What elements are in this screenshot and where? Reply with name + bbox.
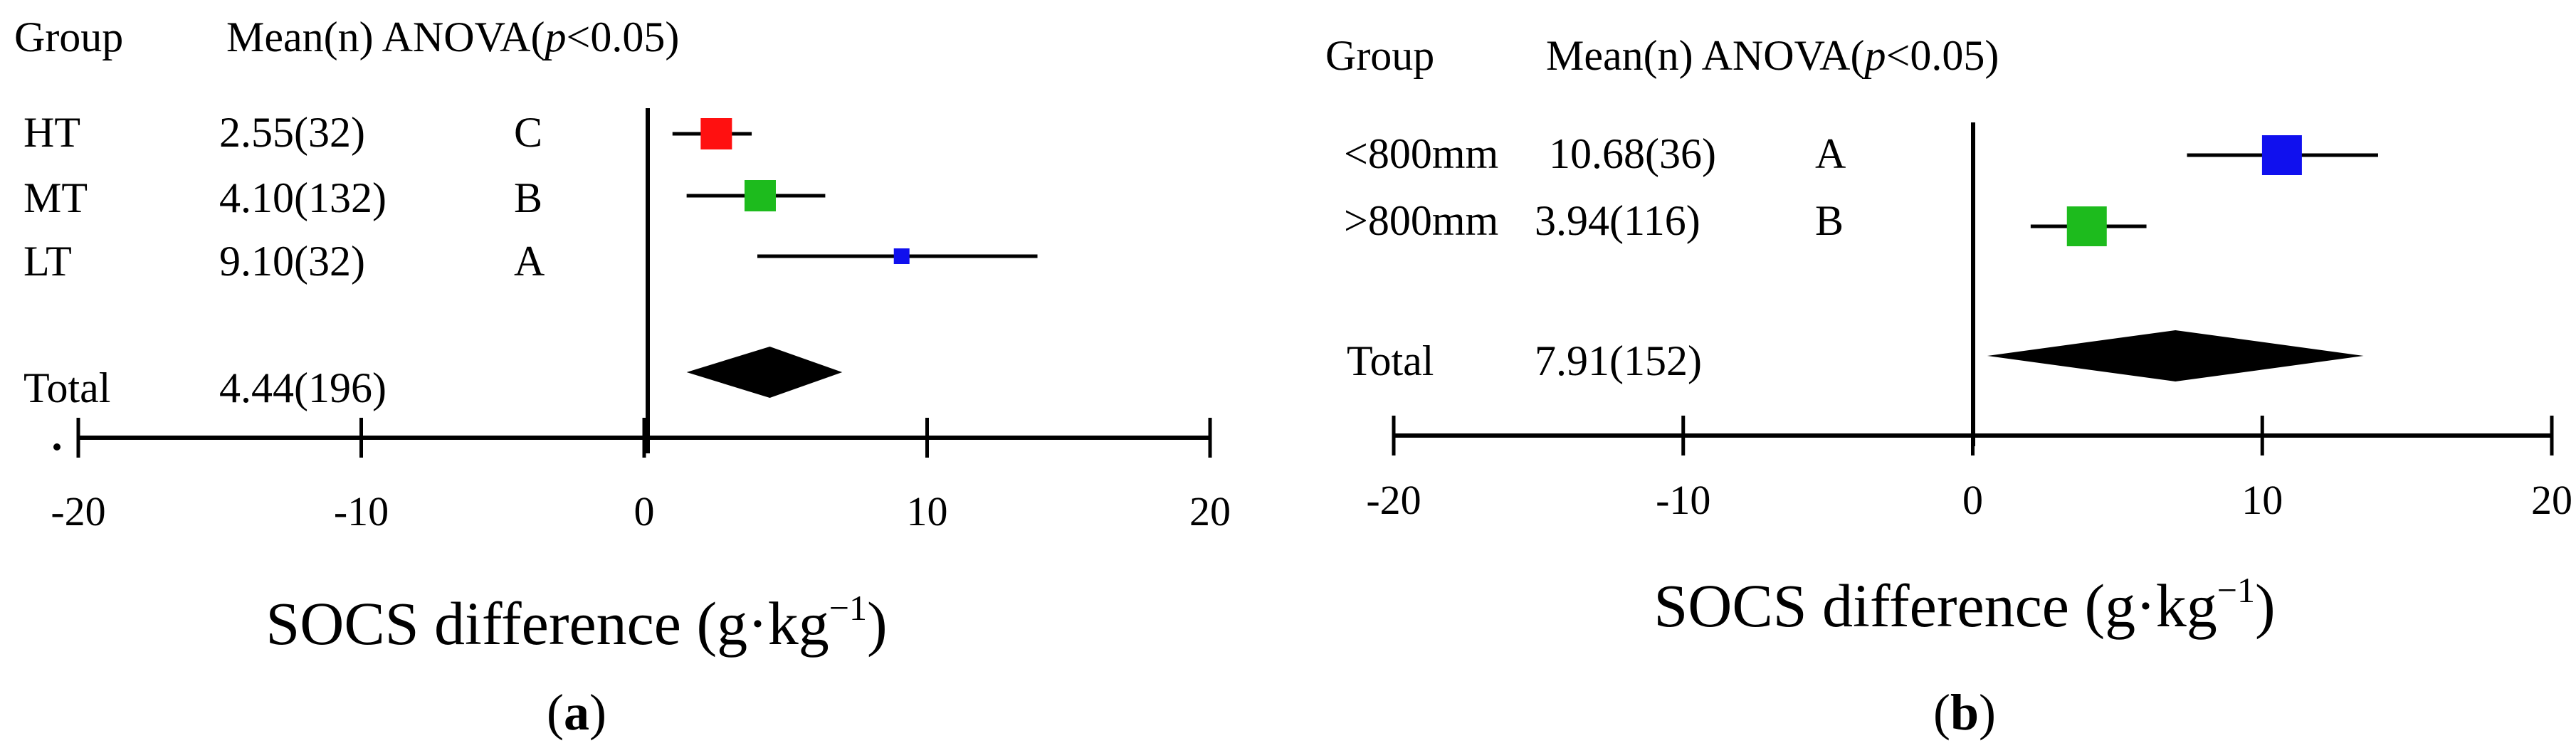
row-anova-letter: A (1815, 130, 1846, 177)
panel-label-b: (b) (1933, 684, 1996, 741)
header-mean: Mean(n) (226, 14, 374, 60)
row-group-label: >800mm (1344, 197, 1498, 244)
x-axis-label: SOCS difference (g·kg−1) (266, 588, 887, 658)
row-group-label: HT (23, 109, 80, 156)
row-group-label: LT (23, 238, 72, 285)
total-diamond (1987, 330, 2364, 381)
header-anova-p: p (542, 14, 566, 60)
point-estimate-square (744, 180, 776, 211)
x-tick-label: 20 (2531, 477, 2572, 523)
plot-marks (672, 118, 1038, 398)
row-anova-letter: B (514, 174, 542, 221)
total-label: Total (1347, 337, 1434, 384)
x-tick-label: 10 (907, 488, 948, 534)
x-axis-ticks: -20 -10 0 10 20 (51, 418, 1231, 534)
x-axis-label-sup: −1 (829, 588, 867, 628)
header-anova-prefix: ANOVA( (1702, 32, 1865, 79)
x-tick-label: 0 (1962, 477, 1983, 523)
x-tick-label: -20 (1366, 477, 1421, 523)
row-anova-letter: B (1815, 197, 1844, 244)
plot-marks (1987, 135, 2378, 381)
panel-a: Group Mean(n) ANOVA(p<0.05) HT 2.55(32) C… (14, 14, 1231, 741)
row-group-label: MT (23, 174, 88, 221)
header-anova-suffix: <0.05) (566, 14, 679, 60)
panel-label-a: (a) (547, 684, 606, 741)
header-anova-p: p (1861, 32, 1886, 79)
row-mean-label: 4.10(132) (219, 174, 387, 221)
header-anova-suffix: <0.05) (1886, 32, 1999, 79)
x-axis-label-sup: −1 (2217, 570, 2255, 610)
header-mean: Mean(n) (1546, 32, 1693, 79)
point-estimate-square (2261, 135, 2302, 175)
row-mean-label: 2.55(32) (219, 109, 365, 156)
x-axis-label: SOCS difference (g·kg−1) (1654, 570, 2275, 640)
row-anova-letter: C (514, 109, 542, 156)
x-tick-label: -20 (51, 488, 105, 534)
x-tick-label: -10 (334, 488, 389, 534)
row-group-label: <800mm (1344, 130, 1498, 177)
row-mean-label: 3.94(116) (1535, 197, 1700, 244)
stray-dot (53, 443, 61, 451)
point-estimate-square (700, 118, 732, 149)
x-axis-label-end: ) (2255, 571, 2276, 640)
row-anova-letter: A (514, 238, 545, 285)
total-label: Total (23, 364, 110, 411)
row-mean-label: 10.68(36) (1549, 130, 1716, 177)
total-mean-label: 7.91(152) (1535, 337, 1702, 384)
point-estimate-square (893, 248, 910, 264)
x-axis-label-main: SOCS difference (g·kg (266, 589, 829, 658)
row-mean-label: 9.10(32) (219, 238, 365, 285)
point-estimate-square (2066, 206, 2107, 246)
panel-b: Group Mean(n) ANOVA(p<0.05) <800mm 10.68(… (1325, 32, 2572, 741)
x-tick-label: 0 (634, 488, 655, 534)
x-axis-ticks: -20 -10 0 10 20 (1366, 416, 2572, 523)
header-group: Group (1325, 32, 1434, 79)
total-mean-label: 4.44(196) (219, 364, 387, 411)
x-tick-label: 10 (2241, 477, 2283, 523)
x-tick-label: -10 (1656, 477, 1710, 523)
header-group: Group (14, 14, 123, 60)
header-mean-anova: Mean(n) ANOVA(p<0.05) (1546, 32, 1999, 79)
header-anova-prefix: ANOVA( (382, 14, 545, 60)
x-tick-label: 20 (1189, 488, 1231, 534)
total-diamond (686, 347, 843, 398)
header-mean-anova: Mean(n) ANOVA(p<0.05) (226, 14, 679, 60)
x-axis-label-end: ) (867, 589, 888, 658)
x-axis-label-main: SOCS difference (g·kg (1654, 571, 2217, 640)
